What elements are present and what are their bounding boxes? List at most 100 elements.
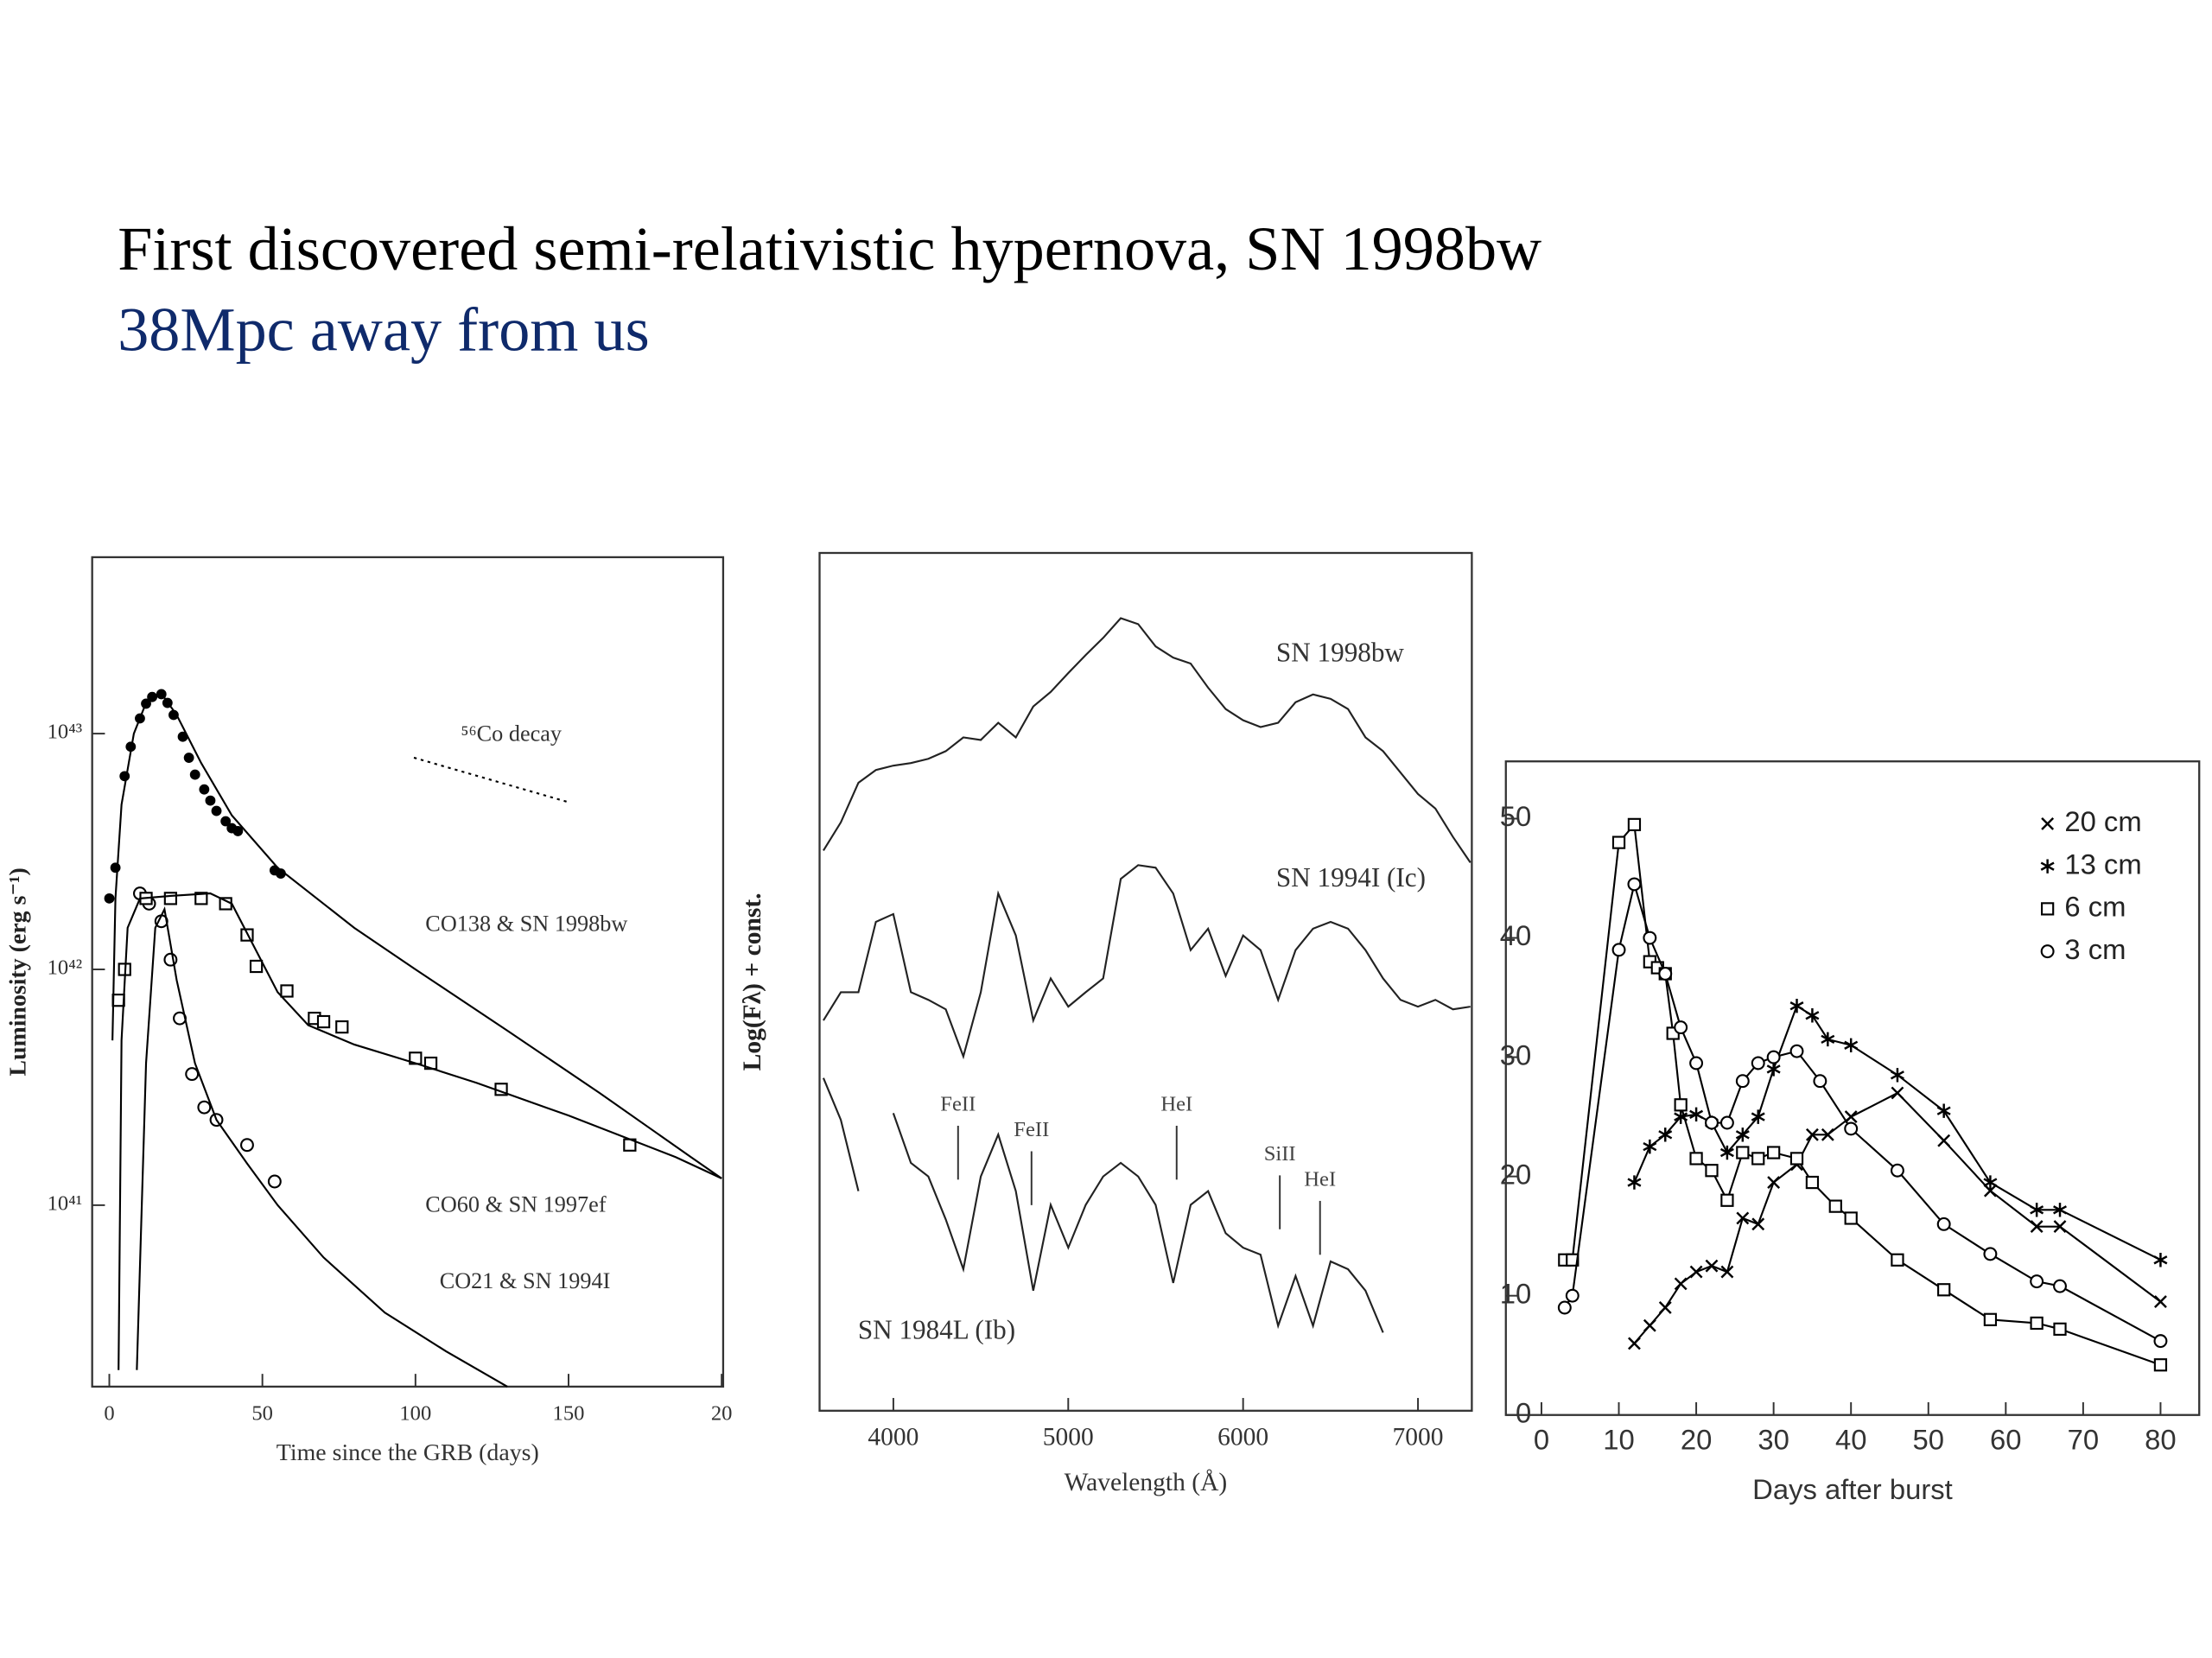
data-point (2153, 1358, 2168, 1372)
data-point (2030, 1220, 2044, 1234)
data-point (1821, 1032, 1835, 1047)
data-point (1789, 999, 1804, 1013)
data-point (1766, 1050, 1781, 1064)
data-point (1658, 966, 1673, 981)
x-tick-label: 70 (2068, 1424, 2100, 1456)
x-tick-label: 40 (1835, 1424, 1867, 1456)
x-axis-label: Time since the GRB (days) (276, 1439, 539, 1466)
x-tick-label: 60 (1990, 1424, 2022, 1456)
data-point (1628, 1337, 1641, 1350)
plot-frame (1504, 760, 2201, 1416)
data-point (1689, 1056, 1704, 1070)
data-point (1828, 1199, 1842, 1213)
data-point (1751, 1217, 1765, 1231)
data-point (1658, 1128, 1673, 1142)
data-point (2030, 1274, 2044, 1289)
data-point (1643, 931, 1657, 945)
data-point (1767, 1176, 1781, 1189)
plot-frame (818, 551, 1473, 1412)
data-point (2053, 1203, 2067, 1217)
legend-label: 13 cm (2064, 848, 2141, 880)
y-axis-label: Luminosity (erg s⁻¹) (4, 867, 31, 1076)
data-point (1643, 1318, 1656, 1332)
data-point (1937, 1134, 1951, 1147)
data-point (1936, 1103, 1951, 1118)
annotation: FeII (1014, 1118, 1049, 1141)
x-tick-label: 80 (2145, 1424, 2177, 1456)
series-line (822, 1077, 1384, 1333)
data-point (1844, 1038, 1859, 1052)
y-tick-label: 20 (1500, 1158, 1532, 1190)
series-line (118, 892, 722, 1370)
data-point (1705, 1164, 1719, 1178)
data-point (185, 1067, 200, 1082)
legend-marker (2041, 816, 2055, 830)
y-tick-label: 10 (1500, 1277, 1532, 1309)
legend-label: 6 cm (2064, 891, 2126, 923)
data-point (1674, 1020, 1688, 1035)
y-axis-label: Log(Fλ) + const. (739, 893, 766, 1070)
data-point (1627, 817, 1642, 832)
x-tick-label: 100 (399, 1401, 431, 1425)
y-tick-label: 0 (1516, 1396, 1531, 1428)
data-point (1705, 1259, 1719, 1273)
chart: 0 10 20 30 40 50 60 70 80 0 10 20 30 40 50 Days after b… (1500, 760, 2201, 1505)
legend-marker (2040, 944, 2055, 959)
data-point (1983, 1184, 1997, 1197)
x-tick-label: 50 (1913, 1424, 1945, 1456)
x-tick-label: 6000 (1217, 1423, 1268, 1451)
x-axis-label: Wavelength (Å) (1065, 1469, 1228, 1496)
x-tick-label: 20 (711, 1401, 733, 1425)
data-point (1627, 877, 1642, 892)
series-label: SN 1998bw (1276, 637, 1405, 667)
data-point (1891, 1253, 1904, 1267)
data-point (1983, 1175, 1998, 1190)
x-tick-label: 5000 (1043, 1423, 1094, 1451)
annotation: HeI (1304, 1168, 1336, 1191)
series-line (136, 905, 508, 1388)
data-point (205, 795, 216, 806)
series-line (823, 864, 1471, 1060)
series-label: SN 1984L (Ib) (858, 1315, 1015, 1345)
data-point (1805, 1008, 1820, 1023)
data-point (1751, 1109, 1765, 1124)
data-point (1736, 1211, 1750, 1225)
x-tick-label: 30 (1758, 1424, 1789, 1456)
data-point (1767, 1146, 1781, 1159)
data-point (1983, 1247, 1998, 1261)
data-point (1983, 1312, 1998, 1326)
y-tick-label: 50 (1500, 800, 1532, 832)
y-tick-label: 10⁴¹ (48, 1192, 83, 1216)
data-point (1890, 1068, 1904, 1083)
y-tick-label: 40 (1500, 919, 1532, 951)
data-point (183, 753, 194, 763)
data-point (1891, 1086, 1904, 1100)
series-line (111, 692, 722, 1179)
legend-marker (2041, 902, 2055, 916)
data-point (1689, 1107, 1704, 1122)
data-point (111, 994, 125, 1007)
data-point (1689, 1152, 1703, 1166)
series-label: CO138 & SN 1998bw (425, 912, 627, 937)
data-point (316, 1014, 331, 1029)
plot-frame (91, 556, 725, 1388)
slide-subtitle: 38Mpc away from us (118, 295, 649, 364)
data-point (1627, 1175, 1642, 1190)
data-point (1844, 1121, 1859, 1136)
data-point (1736, 1146, 1750, 1159)
data-point (2153, 1334, 2168, 1349)
data-point (1658, 1301, 1672, 1314)
data-point (147, 691, 158, 702)
series-line (1563, 880, 2161, 1343)
data-point (1805, 1128, 1819, 1141)
data-point (199, 784, 210, 795)
data-point (168, 709, 179, 721)
data-point (189, 769, 200, 780)
data-point (1936, 1217, 1951, 1231)
data-point (104, 893, 115, 904)
data-point (1557, 1300, 1572, 1315)
data-point (1890, 1163, 1904, 1178)
